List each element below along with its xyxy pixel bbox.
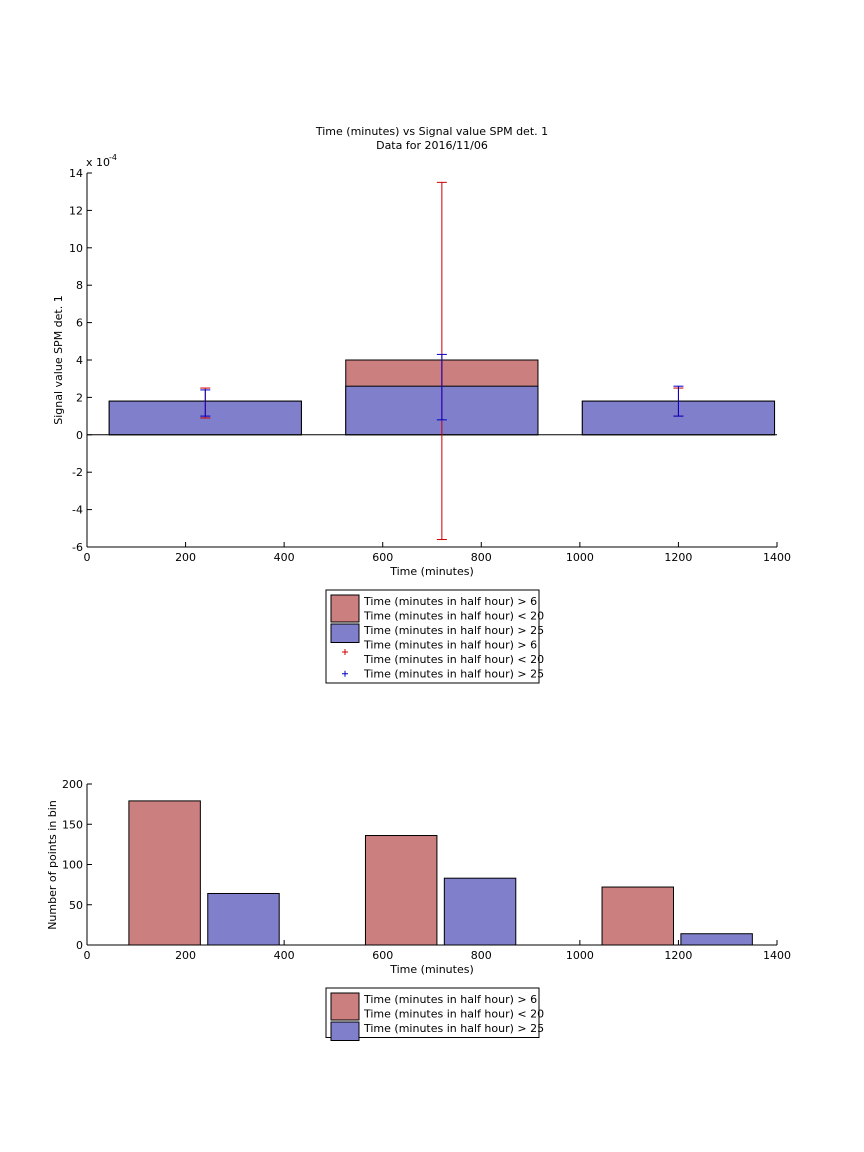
chart1-y-tick-label: 10 [69, 242, 83, 255]
chart1-x-tick-label: 600 [372, 551, 393, 564]
chart1-legend-swatch [330, 594, 360, 623]
chart2-x-tick-label: 1200 [664, 949, 692, 962]
chart2-x-tick-label: 800 [471, 949, 492, 962]
chart1-y-tick-label: 2 [76, 391, 83, 404]
chart1-title: Time (minutes) vs Signal value SPM det. … [315, 125, 548, 138]
chart2-x-tick-label: 0 [84, 949, 91, 962]
chart2-bar-blue [680, 933, 753, 946]
chart2-y-tick-label: 50 [69, 899, 83, 912]
chart2-bar-red [364, 835, 438, 946]
chart2-legend-swatch [330, 1021, 360, 1041]
chart2-x-tick-label: 1000 [566, 949, 594, 962]
chart1-y-tick-label: 8 [76, 279, 83, 292]
chart2-ylabel: Number of points in bin [46, 800, 59, 930]
chart2-legend-label: Time (minutes in half hour) > 6 [363, 993, 537, 1006]
chart1-legend-label: Time (minutes in half hour) > 6 [363, 639, 537, 652]
chart2-x-tick-label: 400 [274, 949, 295, 962]
chart2-bar-red [601, 886, 674, 946]
chart1-y-tick-label: -4 [72, 504, 83, 517]
chart2-x-tick-label: 600 [372, 949, 393, 962]
chart2-bar-blue [207, 892, 280, 946]
chart1-y-tick-label: 0 [76, 429, 83, 442]
chart1-y-tick-label: 4 [76, 354, 83, 367]
chart1-legend-label: Time (minutes in half hour) > 25 [363, 668, 544, 681]
chart1-x-tick-label: 200 [175, 551, 196, 564]
chart1-ylabel: Signal value SPM det. 1 [52, 295, 65, 425]
chart1-legend-label: Time (minutes in half hour) < 20 [363, 610, 544, 623]
chart2-y-tick-label: 0 [76, 939, 83, 952]
chart1-y-tick-label: -2 [72, 466, 83, 479]
chart1-y-tick-label: 14 [69, 167, 83, 180]
chart2-xlabel: Time (minutes) [389, 963, 474, 976]
chart2-y-tick-label: 100 [62, 859, 83, 872]
chart2-x-tick-label: 200 [175, 949, 196, 962]
chart2-legend-label: Time (minutes in half hour) < 20 [363, 1008, 544, 1021]
chart2-legend-swatch [330, 992, 360, 1021]
chart1-x-tick-label: 1400 [763, 551, 791, 564]
chart1-y-exponent: -4 [109, 153, 117, 162]
chart2-bar-blue [443, 877, 517, 946]
chart2-legend-box [325, 987, 540, 1038]
chart1-x-tick-label: 0 [84, 551, 91, 564]
chart2-legend-label: Time (minutes in half hour) > 25 [363, 1022, 544, 1035]
chart1-legend-box [325, 589, 540, 684]
chart1-y-tick-label: 12 [69, 204, 83, 217]
chart2-plot: 0 200 400 600 800 1000 1200 1400 0 50 100 150 200 [62, 778, 791, 962]
chart2-x-tick-label: 1400 [763, 949, 791, 962]
chart1-legend-swatch [330, 623, 360, 643]
chart1-x-tick-label: 1200 [664, 551, 692, 564]
chart1-legend-label: Time (minutes in half hour) > 6 [363, 595, 537, 608]
chart2-legend: Time (minutes in half hour) > 6 Time (min… [325, 987, 544, 1041]
chart1-subtitle: Data for 2016/11/06 [376, 139, 488, 152]
chart1-xlabel: Time (minutes) [389, 565, 474, 578]
chart1-legend-label: Time (minutes in half hour) > 25 [363, 624, 544, 637]
chart1-x-tick-label: 400 [274, 551, 295, 564]
chart1-x-tick-label: 800 [471, 551, 492, 564]
chart1-legend-label: Time (minutes in half hour) < 20 [363, 653, 544, 666]
chart1-y-tick-label: -6 [72, 541, 83, 554]
chart2-y-tick-label: 150 [62, 818, 83, 831]
chart2-y-tick-label: 200 [62, 778, 83, 791]
chart1-y-exponent-label: x 10 [86, 156, 110, 169]
chart1-x-tick-label: 1000 [566, 551, 594, 564]
chart1-plot: 0 200 400 600 800 1000 1200 1400 -6 -4 -2 0 2 4 6 8 10 12… [69, 167, 791, 564]
chart2-bar-red [128, 800, 201, 946]
chart1-y-tick-label: 6 [76, 317, 83, 330]
